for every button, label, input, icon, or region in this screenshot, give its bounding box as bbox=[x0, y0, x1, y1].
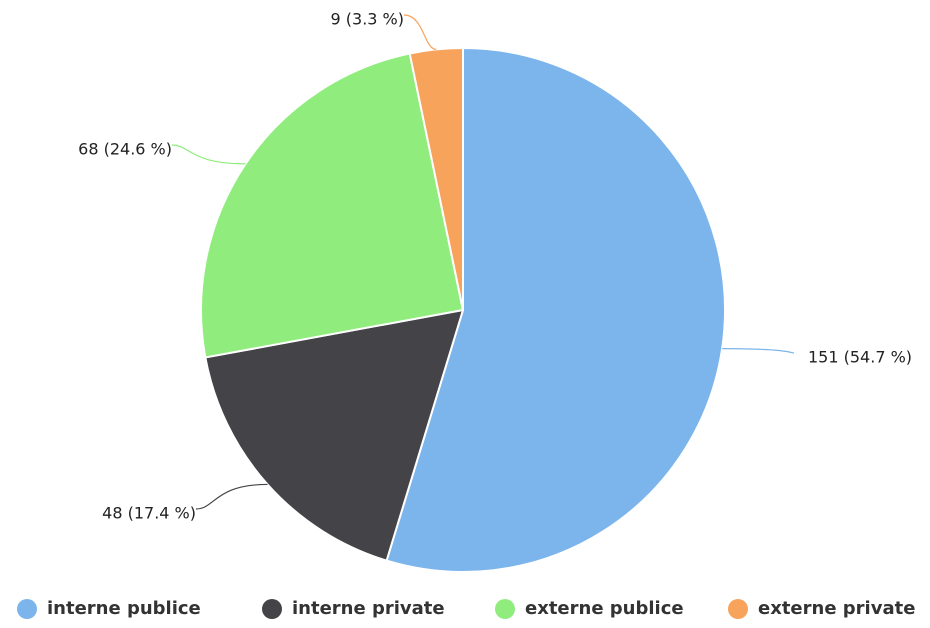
pie-slice-interne-publice[interactable] bbox=[385, 47, 726, 573]
legend-item-externe-publice[interactable]: externe publice bbox=[495, 598, 684, 619]
data-labels: 151 (54.7 %) 48 (17.4 %) 68 (24.6 %) 9 (3.3… bbox=[78, 10, 912, 523]
connector-interne-private bbox=[195, 483, 268, 510]
pie-slice-externe-private[interactable] bbox=[408, 47, 464, 311]
legend-marker-externe-publice bbox=[495, 599, 515, 619]
legend-item-interne-private[interactable]: interne private bbox=[262, 598, 445, 619]
legend-item-interne-publice[interactable]: interne publice bbox=[17, 598, 201, 619]
connector-externe-publice bbox=[171, 144, 246, 165]
legend-marker-interne-publice bbox=[17, 599, 37, 619]
legend-item-externe-private[interactable]: externe private bbox=[728, 598, 915, 619]
data-label-interne-publice: 151 (54.7 %) bbox=[808, 348, 912, 367]
legend-label-externe-private: externe private bbox=[758, 598, 915, 619]
label-connectors bbox=[171, 14, 795, 510]
legend-label-interne-publice: interne publice bbox=[47, 598, 201, 619]
connector-interne-publice bbox=[722, 348, 795, 354]
legend-marker-interne-private bbox=[262, 599, 282, 619]
connector-externe-private bbox=[403, 14, 437, 50]
data-label-externe-private: 9 (3.3 %) bbox=[331, 10, 404, 29]
legend: interne publice interne private externe pu… bbox=[17, 598, 915, 619]
pie-slice-externe-publice[interactable] bbox=[200, 52, 464, 359]
data-label-interne-private: 48 (17.4 %) bbox=[102, 504, 196, 523]
data-label-externe-publice: 68 (24.6 %) bbox=[78, 140, 172, 159]
legend-label-externe-publice: externe publice bbox=[525, 598, 684, 619]
legend-label-interne-private: interne private bbox=[292, 598, 445, 619]
legend-marker-externe-private bbox=[728, 599, 748, 619]
pie-slices bbox=[200, 47, 726, 573]
